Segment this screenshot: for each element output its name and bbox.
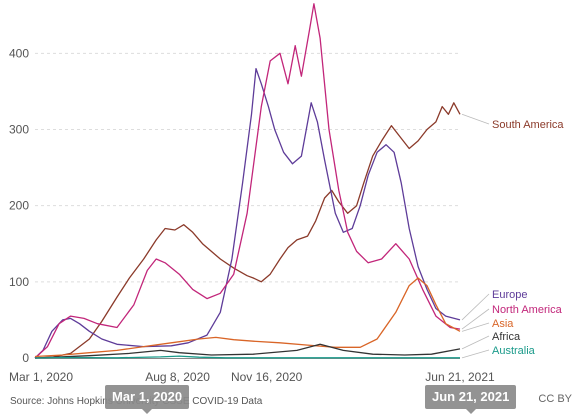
label-leader (461, 322, 490, 332)
series-line-north-america (34, 3, 461, 359)
x-tick-label: Nov 16, 2020 (231, 370, 303, 384)
series-line-south-america (34, 102, 461, 359)
y-tick-label: 300 (9, 122, 29, 136)
label-leader (461, 308, 490, 330)
series-label-asia: Asia (492, 318, 514, 330)
x-tick-label: Jun 21, 2021 (425, 370, 495, 384)
range-end-marker[interactable]: Jun 21, 2021 (425, 385, 517, 414)
label-leader (461, 349, 490, 359)
series-line-asia (34, 277, 461, 358)
label-leader (461, 293, 490, 321)
series-line-africa (34, 343, 461, 359)
series-line-australia (34, 355, 460, 359)
x-axis-ticks: Mar 1, 2020 Aug 8, 2020 Nov 16, 2020 Jun 21… (9, 370, 495, 384)
label-leader (461, 113, 490, 125)
range-start-marker[interactable]: Mar 1, 2020 (105, 385, 190, 414)
gridlines (35, 52, 460, 283)
x-tick-label: Mar 1, 2020 (9, 370, 73, 384)
y-tick-label: 400 (9, 46, 29, 60)
series-line-europe (34, 67, 461, 359)
y-axis-ticks: 0 100 200 300 400 (9, 46, 29, 365)
y-tick-label: 100 (9, 275, 29, 289)
series-label-australia: Australia (492, 345, 536, 357)
series-label-south-america: South America (492, 119, 564, 131)
series-label-africa: Africa (492, 331, 521, 343)
series-lines (34, 3, 461, 359)
series-label-europe: Europe (492, 289, 527, 301)
series-label-north-america: North America (492, 304, 563, 316)
x-tick-label: Aug 8, 2020 (145, 370, 210, 384)
license-label: CC BY (538, 393, 572, 405)
y-tick-label: 200 (9, 199, 29, 213)
label-leader (461, 335, 490, 350)
y-tick-label: 0 (22, 351, 29, 365)
series-labels: South America Europe North America AsiaAfri… (461, 113, 564, 359)
